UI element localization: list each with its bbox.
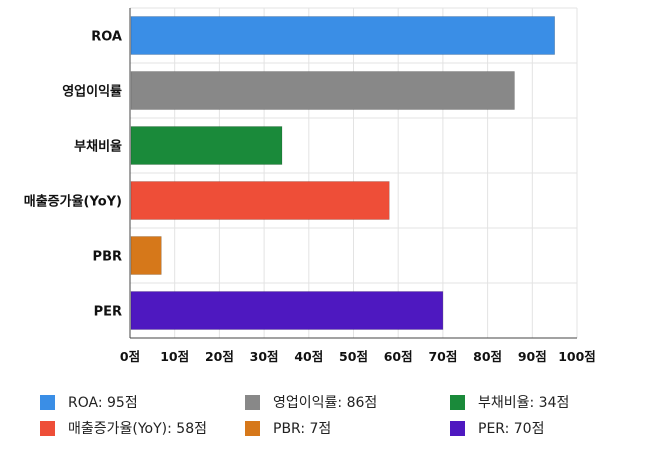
legend-swatch [40, 394, 55, 410]
x-tick-label: 60점 [384, 349, 413, 364]
bar [130, 236, 162, 275]
category-label: 매출증가율(YoY) [24, 194, 122, 210]
legend-label: 부채비율: 34점 [478, 395, 570, 411]
legend-item: 매출증가율(YoY): 58점 [40, 418, 207, 438]
category-label: 부채비율 [74, 139, 122, 155]
x-tick-label: 20점 [205, 349, 234, 364]
legend-label: PBR: 7점 [273, 421, 332, 437]
category-label: PER [94, 305, 122, 320]
legend-swatch [450, 420, 465, 436]
legend-item: PBR: 7점 [245, 418, 331, 438]
x-tick-label: 80점 [473, 349, 502, 364]
x-tick-label: 10점 [160, 349, 189, 364]
x-tick-label: 0점 [120, 349, 140, 364]
x-tick-label: 90점 [518, 349, 547, 364]
x-tick-label: 100점 [558, 349, 596, 364]
bar [130, 181, 390, 220]
bar [130, 71, 515, 110]
legend-item: PER: 70점 [450, 418, 544, 438]
category-label: ROA [91, 30, 122, 45]
legend-item: 부채비율: 34점 [450, 392, 569, 412]
bar [130, 16, 555, 55]
legend-swatch [245, 420, 260, 436]
category-label: PBR [93, 250, 122, 265]
legend-swatch [450, 394, 465, 410]
legend-swatch [40, 420, 55, 436]
legend-label: 영업이익률: 86점 [273, 395, 378, 411]
legend-item: ROA: 95점 [40, 392, 138, 412]
legend-label: ROA: 95점 [68, 395, 138, 411]
legend-item: 영업이익률: 86점 [245, 392, 377, 412]
category-label: 영업이익률 [62, 84, 122, 100]
x-tick-label: 30점 [250, 349, 279, 364]
x-tick-label: 40점 [294, 349, 323, 364]
legend-swatch [245, 394, 260, 410]
legend-label: 매출증가율(YoY): 58점 [68, 421, 207, 437]
bar [130, 126, 283, 165]
legend-label: PER: 70점 [478, 421, 545, 437]
bar [130, 291, 444, 330]
x-tick-label: 50점 [339, 349, 368, 364]
x-tick-label: 70점 [428, 349, 457, 364]
